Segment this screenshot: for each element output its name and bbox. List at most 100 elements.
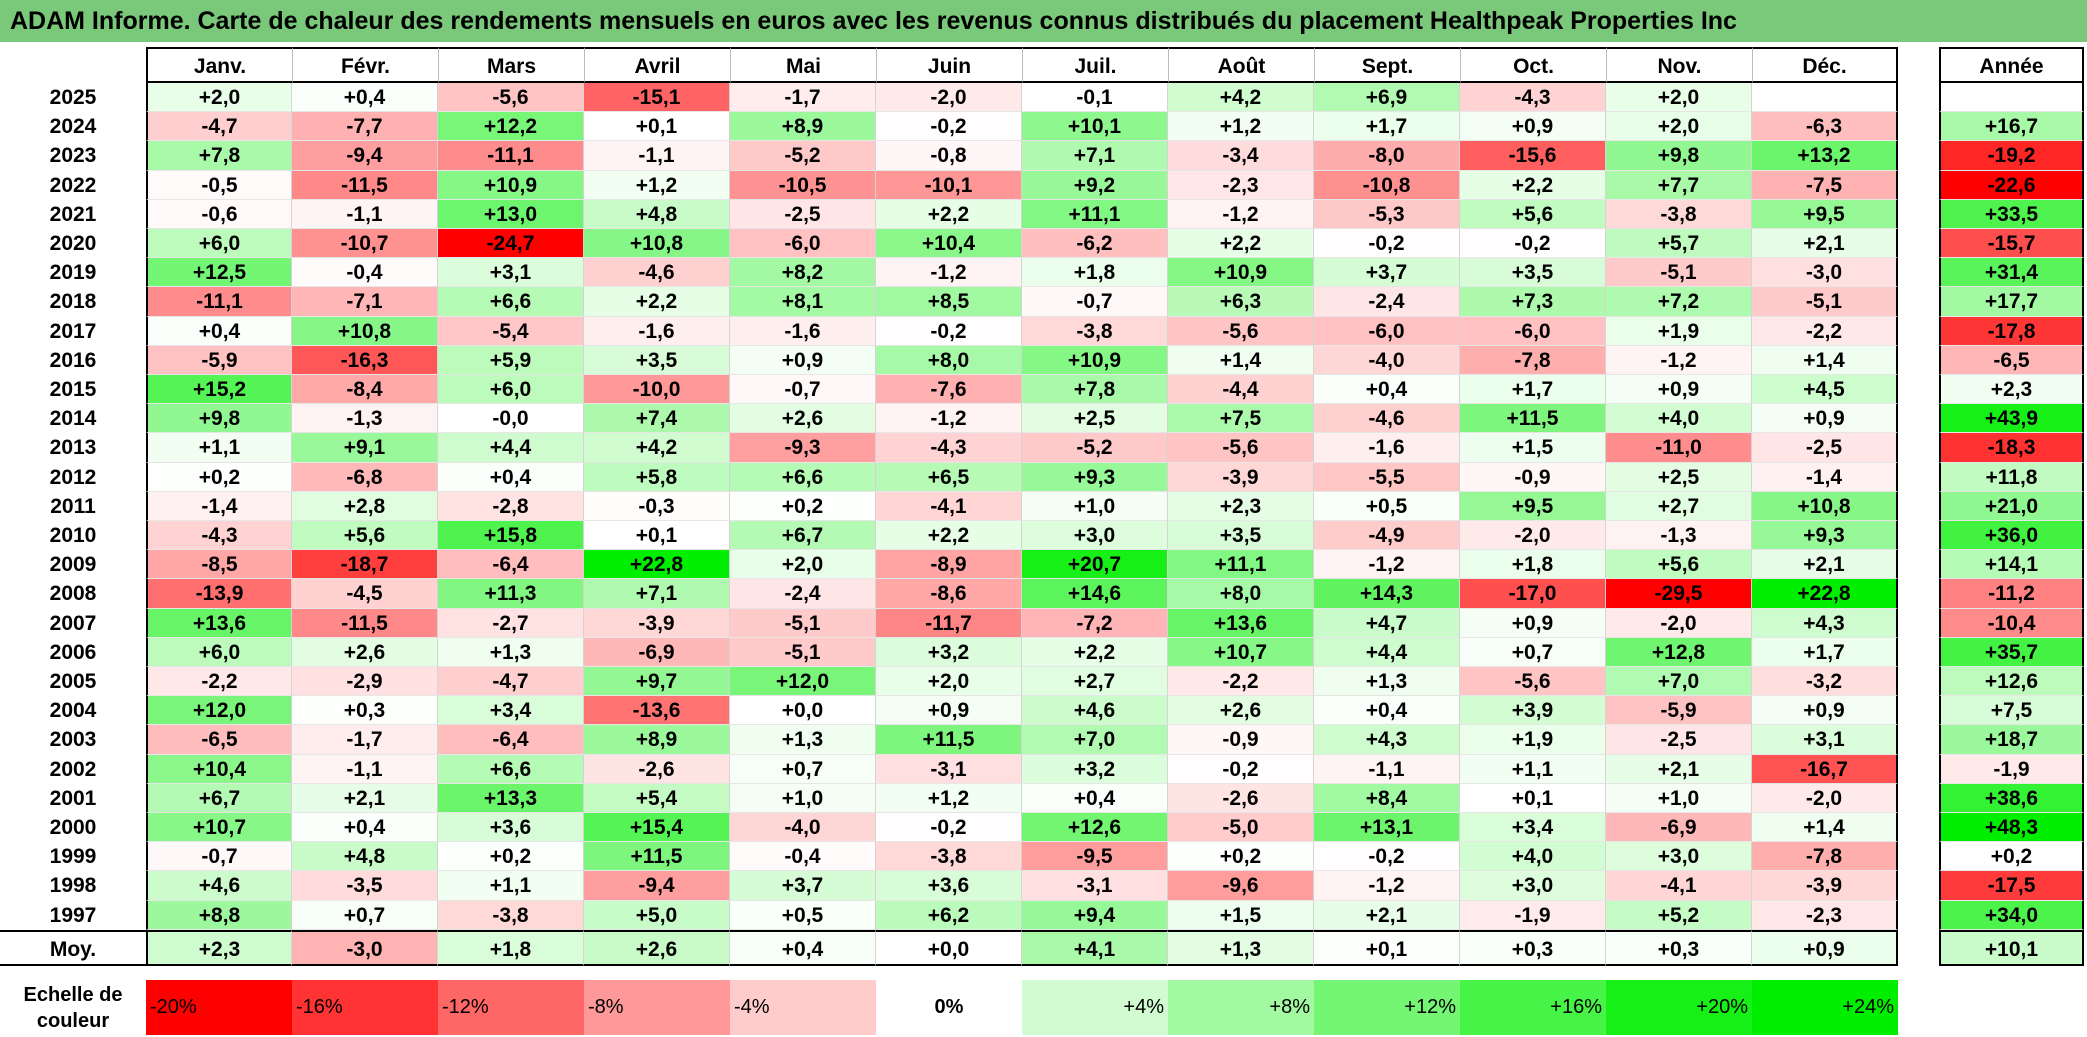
heatmap-cell: -0,5 <box>146 170 292 200</box>
year-label: 2003 <box>49 728 97 752</box>
heatmap-cell: +1,9 <box>1460 725 1606 755</box>
heatmap-cell: -6,5 <box>146 725 292 755</box>
heatmap-cell: +1,8 <box>1460 550 1606 580</box>
heatmap-cell: -8,5 <box>146 550 292 580</box>
heatmap-cell: +3,1 <box>438 258 584 288</box>
annual-header: Année <box>1939 47 2084 83</box>
heatmap-cell: +0,2 <box>1168 842 1314 872</box>
color-scale-swatch: -16% <box>292 980 438 1035</box>
annual-cell: +35,7 <box>1939 637 2084 667</box>
heatmap-cell: +8,0 <box>876 345 1022 375</box>
heatmap-cell: +2,6 <box>730 404 876 434</box>
heatmap-cell: +2,0 <box>1606 83 1752 113</box>
heatmap-cell: +2,2 <box>1168 229 1314 259</box>
heatmap-cell: -11,7 <box>876 608 1022 638</box>
year-label: 2015 <box>49 378 97 401</box>
heatmap-cell: -4,1 <box>876 491 1022 521</box>
heatmap-cell: -0,2 <box>1168 754 1314 784</box>
heatmap-cell: +1,0 <box>1022 491 1168 521</box>
annual-cell: +21,0 <box>1939 491 2084 521</box>
annual-cell: -10,4 <box>1939 608 2084 638</box>
heatmap-cell: +4,0 <box>1606 404 1752 434</box>
heatmap-cell: -13,9 <box>146 579 292 609</box>
heatmap-cell: +7,2 <box>1606 287 1752 317</box>
heatmap-cell: -3,1 <box>1022 871 1168 901</box>
heatmap-cell: -1,2 <box>876 404 1022 434</box>
heatmap-cell: -1,3 <box>1606 521 1752 551</box>
heatmap-cell: +10,4 <box>146 754 292 784</box>
heatmap-cell: +0,4 <box>438 462 584 492</box>
heatmap-cell: +4,6 <box>146 871 292 901</box>
heatmap-cell: -2,5 <box>1606 725 1752 755</box>
color-scale-swatch: -12% <box>438 980 584 1035</box>
heatmap-cell: +13,2 <box>1752 141 1898 171</box>
heatmap-cell: +0,5 <box>1314 491 1460 521</box>
heatmap-cell: +2,0 <box>876 667 1022 697</box>
annual-cell: +14,1 <box>1939 550 2084 580</box>
heatmap-cell: -3,4 <box>1168 141 1314 171</box>
annual-cell: -1,9 <box>1939 754 2084 784</box>
heatmap-cell: +1,9 <box>1606 316 1752 346</box>
heatmap-cell: +9,2 <box>1022 170 1168 200</box>
average-cell: +1,3 <box>1168 930 1314 966</box>
heatmap-cell: -0,2 <box>876 316 1022 346</box>
annual-cell: -18,3 <box>1939 433 2084 463</box>
heatmap-cell: +5,4 <box>584 783 730 813</box>
heatmap-cell: +7,7 <box>1606 170 1752 200</box>
heatmap-cell: +13,6 <box>1168 608 1314 638</box>
heatmap-cell: +5,6 <box>292 521 438 551</box>
heatmap-cell: -0,2 <box>1460 229 1606 259</box>
heatmap-cell: +10,8 <box>1752 491 1898 521</box>
heatmap-cell: +3,5 <box>584 345 730 375</box>
heatmap-cell: -6,0 <box>1460 316 1606 346</box>
annual-cell: +0,2 <box>1939 842 2084 872</box>
heatmap-cell: +2,2 <box>1460 170 1606 200</box>
heatmap-cell: -29,5 <box>1606 579 1752 609</box>
heatmap-cell: -7,5 <box>1752 170 1898 200</box>
heatmap-cell: +6,3 <box>1168 287 1314 317</box>
heatmap-cell: +10,9 <box>1022 345 1168 375</box>
heatmap-cell: +6,5 <box>876 462 1022 492</box>
heatmap-cell: -6,9 <box>1606 813 1752 843</box>
heatmap-cell: -5,6 <box>1168 316 1314 346</box>
heatmap-cell: -3,8 <box>1022 316 1168 346</box>
month-header: Févr. <box>292 47 438 83</box>
heatmap-cell <box>1752 83 1898 113</box>
heatmap-cell: +15,4 <box>584 813 730 843</box>
heatmap-cell: +0,9 <box>1606 375 1752 405</box>
heatmap-cell: -11,1 <box>438 141 584 171</box>
heatmap-cell: -9,6 <box>1168 871 1314 901</box>
heatmap-cell: +11,5 <box>1460 404 1606 434</box>
heatmap-cell: +0,0 <box>730 696 876 726</box>
heatmap-cell: -10,7 <box>292 229 438 259</box>
heatmap-cell: +11,5 <box>584 842 730 872</box>
heatmap-cell: +9,8 <box>1606 141 1752 171</box>
heatmap-cell: +1,5 <box>1168 900 1314 930</box>
heatmap-cell: -1,9 <box>1460 900 1606 930</box>
year-label: 2007 <box>49 611 97 635</box>
heatmap-cell: -2,7 <box>438 608 584 638</box>
color-scale-swatch: +16% <box>1460 980 1606 1035</box>
heatmap-cell: -6,9 <box>584 637 730 667</box>
year-label: 2004 <box>49 699 97 723</box>
heatmap-cell: +7,1 <box>1022 141 1168 171</box>
heatmap-cell: -3,5 <box>292 871 438 901</box>
month-header: Déc. <box>1752 47 1898 83</box>
heatmap-cell: +12,0 <box>730 667 876 697</box>
heatmap-cell: +7,8 <box>146 141 292 171</box>
heatmap-cell: -1,1 <box>1314 754 1460 784</box>
heatmap-cell: +2,1 <box>1606 754 1752 784</box>
heatmap-cell: -0,6 <box>146 199 292 229</box>
heatmap-cell: -8,4 <box>292 375 438 405</box>
color-scale-swatch: -8% <box>584 980 730 1035</box>
heatmap-cell: -0,9 <box>1460 462 1606 492</box>
heatmap-cell: +0,3 <box>292 696 438 726</box>
heatmap-cell: -9,5 <box>1022 842 1168 872</box>
heatmap-cell: -0,4 <box>292 258 438 288</box>
heatmap-cell: +8,9 <box>584 725 730 755</box>
heatmap-cell: -1,6 <box>584 316 730 346</box>
heatmap-cell: -4,3 <box>876 433 1022 463</box>
month-header: Sept. <box>1314 47 1460 83</box>
heatmap-cell: -6,4 <box>438 725 584 755</box>
